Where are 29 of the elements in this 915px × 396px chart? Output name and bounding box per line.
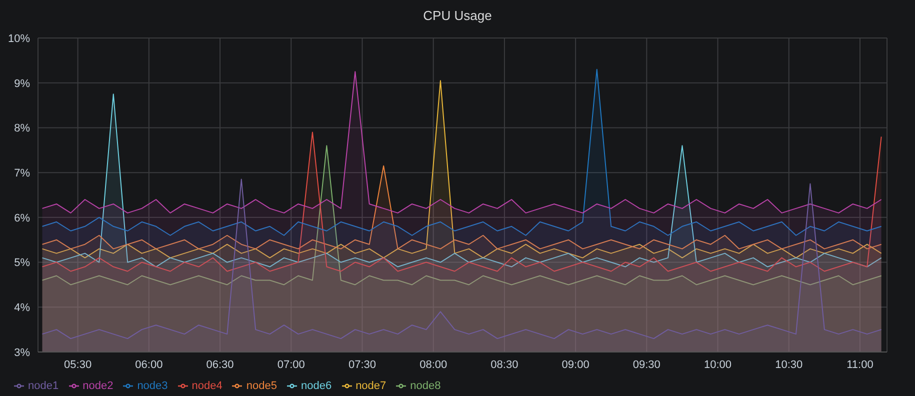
legend-label: node8: [410, 380, 441, 392]
legend-label: node5: [246, 380, 277, 392]
legend-label: node4: [192, 380, 222, 392]
y-tick-label: 3%: [14, 346, 30, 359]
x-tick-label: 06:00: [135, 358, 163, 371]
x-tick-label: 11:00: [846, 358, 874, 371]
y-tick-label: 8%: [14, 122, 30, 135]
legend-label: node2: [82, 380, 114, 392]
x-tick-label: 05:30: [64, 358, 92, 371]
x-tick-label: 09:00: [562, 358, 590, 371]
x-tick-label: 10:30: [775, 358, 803, 371]
x-tick-label: 08:00: [420, 358, 448, 371]
x-tick-label: 07:30: [348, 358, 376, 371]
y-tick-label: 10%: [8, 32, 30, 45]
chart-title: CPU Usage: [422, 8, 493, 23]
x-tick-label: 08:30: [490, 358, 518, 371]
y-tick-label: 5%: [14, 257, 30, 270]
legend-label: node7: [356, 380, 386, 392]
legend-label: node1: [28, 380, 59, 392]
x-tick-label: 07:00: [277, 358, 305, 371]
x-tick-label: 06:30: [206, 358, 234, 371]
y-tick-label: 4%: [14, 302, 30, 314]
y-tick-label: 9%: [14, 78, 30, 90]
y-tick-label: 7%: [14, 167, 30, 180]
x-tick-label: 09:30: [632, 358, 660, 371]
x-tick-label: 10:00: [704, 358, 732, 371]
y-tick-label: 6%: [14, 212, 30, 224]
legend-label: node6: [300, 380, 332, 392]
legend-label: node3: [137, 380, 168, 392]
